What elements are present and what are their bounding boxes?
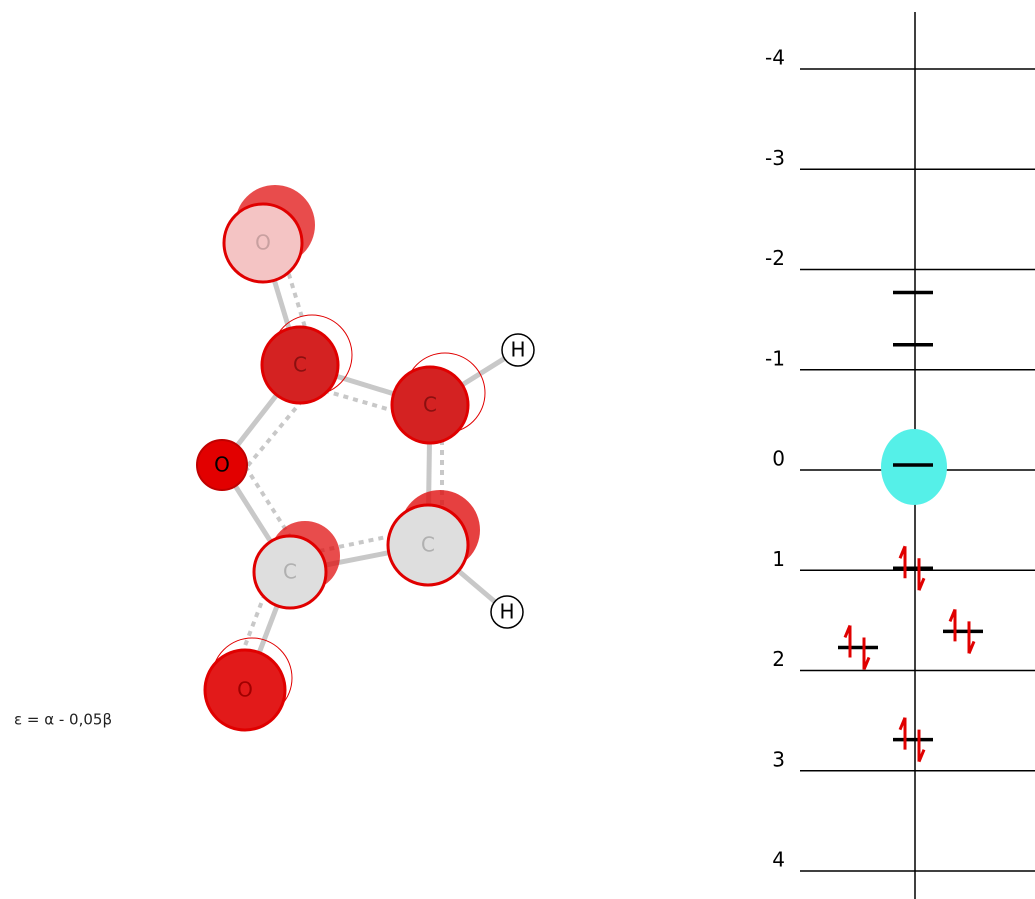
- atom-label: O: [237, 678, 253, 702]
- electron: [900, 546, 905, 578]
- molecule: O C C O C C O H H: [197, 185, 534, 730]
- selected-level: [881, 429, 947, 505]
- atom-label: H: [510, 338, 525, 362]
- atom-label: C: [283, 560, 297, 584]
- tick-label: 3: [772, 747, 785, 771]
- atom-label: C: [423, 393, 437, 417]
- atom-label: C: [293, 353, 307, 377]
- atom-label: C: [421, 533, 435, 557]
- tick-label: 4: [772, 848, 785, 872]
- tick-label: 2: [772, 647, 785, 671]
- atom-label: O: [255, 231, 271, 255]
- tick-label: -3: [765, 146, 785, 170]
- electron: [950, 609, 955, 641]
- energy-label: ε = α - 0,05β: [14, 711, 112, 729]
- tick-label: 1: [772, 547, 785, 571]
- electron: [864, 637, 869, 669]
- electron: [969, 621, 974, 653]
- atom-label: H: [499, 600, 514, 624]
- tick-label: -4: [765, 46, 785, 70]
- electron: [900, 718, 905, 750]
- tick-label: -1: [765, 346, 785, 370]
- electron: [919, 558, 924, 590]
- electron: [845, 625, 850, 657]
- screen: O C C O C C O H H ε = α - 0,05β -4 -3 -2 -1…: [0, 0, 1035, 899]
- atom-label: O: [214, 453, 230, 477]
- tick-label: -2: [765, 246, 785, 270]
- electron: [919, 730, 924, 762]
- tick-label: 0: [772, 447, 785, 471]
